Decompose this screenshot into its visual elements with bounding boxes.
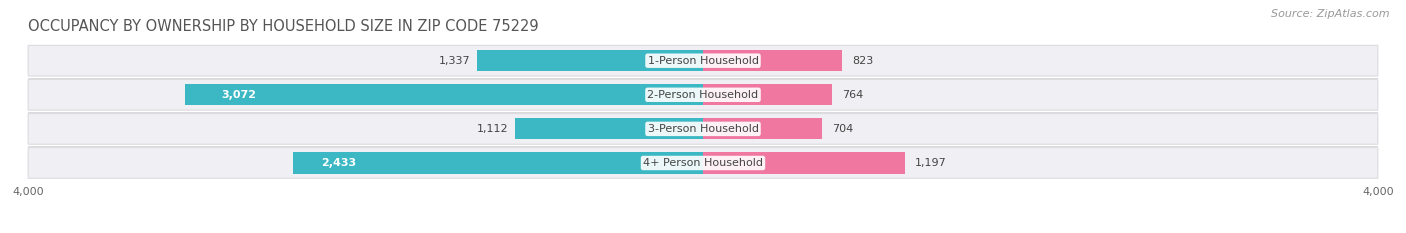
FancyBboxPatch shape [28,113,1378,144]
Text: 1,197: 1,197 [915,158,946,168]
Text: 3,072: 3,072 [221,90,256,100]
Text: 1-Person Household: 1-Person Household [648,56,758,66]
Bar [516,118,703,140]
Text: 1,112: 1,112 [477,124,509,134]
Bar [478,50,703,71]
Text: 1,337: 1,337 [439,56,471,66]
Text: 4+ Person Household: 4+ Person Household [643,158,763,168]
Bar [703,84,832,105]
Bar [703,50,842,71]
Text: OCCUPANCY BY OWNERSHIP BY HOUSEHOLD SIZE IN ZIP CODE 75229: OCCUPANCY BY OWNERSHIP BY HOUSEHOLD SIZE… [28,19,538,34]
FancyBboxPatch shape [28,45,1378,76]
Text: 2,433: 2,433 [321,158,356,168]
Text: 764: 764 [842,90,863,100]
Bar [184,84,703,105]
Text: 2-Person Household: 2-Person Household [647,90,759,100]
Text: 704: 704 [832,124,853,134]
Bar [292,152,703,174]
FancyBboxPatch shape [28,79,1378,110]
Text: Source: ZipAtlas.com: Source: ZipAtlas.com [1271,9,1389,19]
FancyBboxPatch shape [28,148,1378,178]
Text: 823: 823 [852,56,873,66]
Text: 3-Person Household: 3-Person Household [648,124,758,134]
Bar [703,118,821,140]
Bar [703,152,905,174]
